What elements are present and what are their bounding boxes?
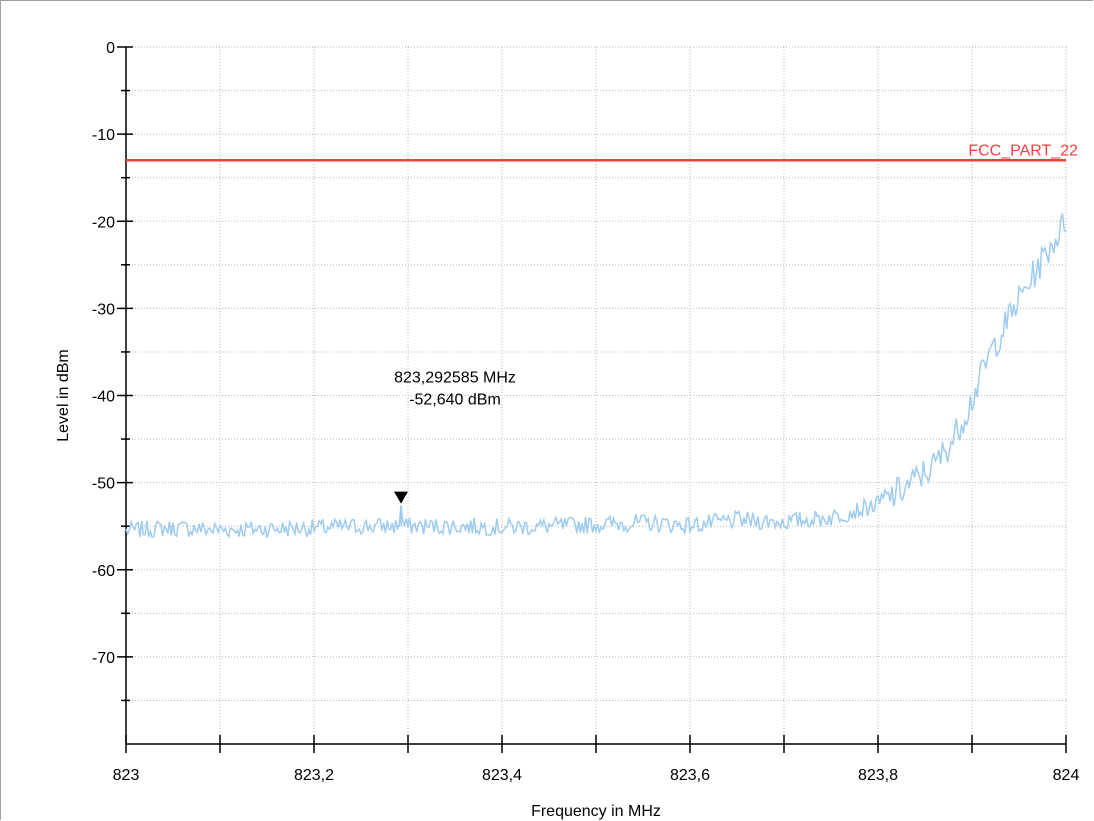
spectrum-trace xyxy=(125,213,1067,539)
x-tick-label: 824 xyxy=(1053,767,1080,784)
y-tick-label: -60 xyxy=(92,563,115,580)
marker-level-label: -52,640 dBm xyxy=(409,391,501,408)
x-axis-title: Frequency in MHz xyxy=(531,803,661,820)
limit-line-label: FCC_PART_22 xyxy=(968,142,1078,159)
x-tick-label: 823,8 xyxy=(858,767,898,784)
y-tick-label: -40 xyxy=(92,389,115,406)
x-tick-label: 823,2 xyxy=(294,767,334,784)
marker-frequency-label: 823,292585 MHz xyxy=(394,369,516,386)
traces xyxy=(125,213,1067,539)
y-tick-label: -70 xyxy=(92,650,115,667)
y-tick-label: -10 xyxy=(92,127,115,144)
y-axis-title: Level in dBm xyxy=(55,349,72,442)
x-tick-label: 823 xyxy=(113,767,140,784)
limit-lines: FCC_PART_22 xyxy=(126,142,1078,162)
y-tick-label: -50 xyxy=(92,476,115,493)
markers: 823,292585 MHz -52,640 dBm xyxy=(394,369,516,527)
marker-triangle-icon xyxy=(394,491,409,504)
y-tick-label: -20 xyxy=(92,214,115,231)
y-tick-label: 0 xyxy=(106,40,115,57)
x-tick-label: 823,6 xyxy=(670,767,710,784)
grid xyxy=(126,46,1067,744)
x-tick-label: 823,4 xyxy=(482,767,522,784)
ticks: 823 823,2 823,4 823,6 823,8 824 0 -10 -20 -30 -40 -… xyxy=(92,40,1080,784)
y-tick-label: -30 xyxy=(92,301,115,318)
